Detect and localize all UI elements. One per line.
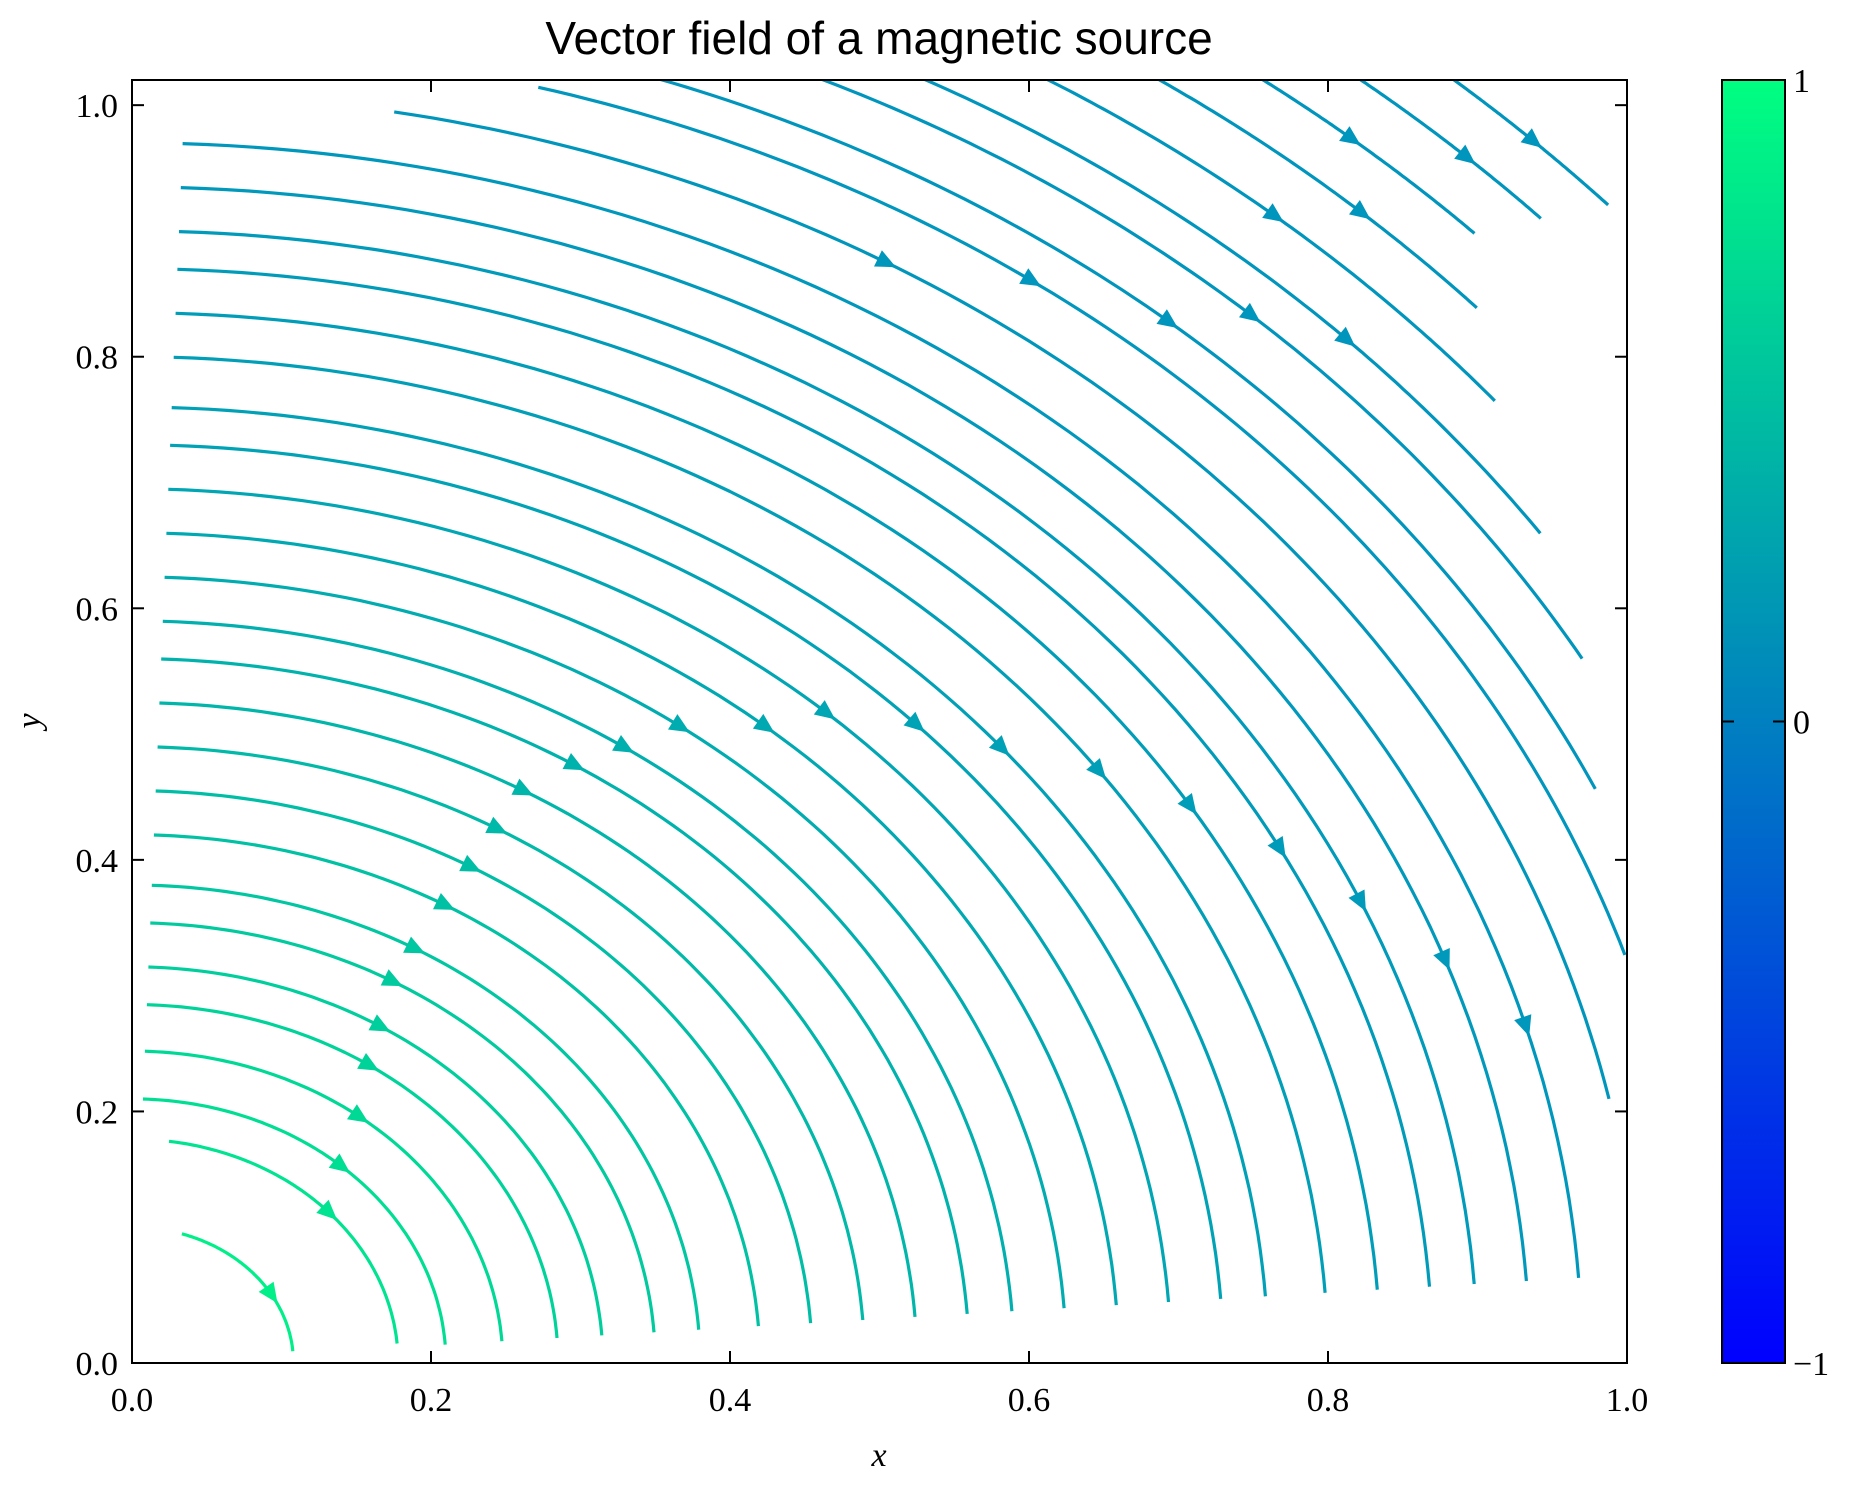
streamline-arrow [511,778,534,796]
x-tick-label: 0.6 [1008,1382,1051,1419]
y-tick-label: 1.0 [76,88,119,125]
streamline [175,311,1379,1290]
streamline [168,487,1171,1303]
y-tick-label: 0.8 [76,340,119,377]
y-axis-label: y [11,713,48,732]
streamline-arrow [1156,309,1178,329]
streamline-arrow [380,969,403,987]
streamline [656,80,1597,790]
x-tick-label: 0.8 [1307,1382,1350,1419]
streamline-arrow [562,753,585,771]
streamline-arrow [347,1104,369,1123]
streamline [146,1003,559,1339]
streamline [177,267,1432,1287]
y-tick-label: 0.4 [76,843,119,880]
streamline-arrow [433,893,455,910]
streamline [159,701,917,1318]
streamline [155,789,813,1324]
streamline [170,443,1223,1300]
streamline-arrow [668,714,690,733]
streamline [144,1049,504,1342]
streamline-arrow [1239,302,1261,323]
y-tick-label: 0.2 [76,1094,119,1131]
colorbar-tick-label: −1 [1793,1346,1829,1383]
streamline [1451,80,1610,207]
streamline [180,186,1528,1282]
streamline [181,1232,295,1352]
streamline [161,657,969,1315]
streamline [153,833,760,1327]
streamline [150,921,656,1333]
x-tick-label: 1.0 [1606,1382,1649,1419]
streamline-arrow [752,713,775,733]
streamline-arrow [1262,203,1284,223]
streamline [182,142,1581,1279]
streamline-arrow [485,816,508,834]
colorbar-tick-label: 1 [1793,63,1810,100]
streamline-arrow [357,1053,379,1071]
streamline-arrow [903,711,925,732]
streamline-arrow [1339,126,1361,145]
streamline-arrow [1348,889,1366,912]
streamline-arrow [1334,326,1356,347]
streamlines [142,80,1627,1352]
streamline-arrow [1514,1014,1532,1037]
streamline-arrow [1177,793,1197,815]
streamline-arrow [403,936,425,954]
streamline-arrow [1520,128,1542,148]
streamline [921,80,1542,535]
x-axis-label: x [870,1437,886,1474]
streamline-arrow [1086,758,1107,780]
x-axis-ticks: 0.0 0.2 0.4 0.6 0.8 1.0 [111,80,1649,1419]
streamline [537,85,1627,956]
streamline-arrow [1019,268,1041,287]
streamline-arrow [1349,200,1371,220]
streamline-arrow [874,250,896,268]
streamline [162,619,1014,1312]
streamline [173,355,1327,1293]
streamline-arrow [1267,836,1286,858]
streamline [1156,80,1478,309]
streamline-arrow [612,735,634,753]
colorbar-ticks: 1 0 −1 [1722,63,1829,1383]
y-tick-label: 0.0 [76,1346,119,1383]
y-axis-ticks: 0.0 0.2 0.4 0.6 0.8 1.0 [76,88,1627,1383]
streamline [171,406,1267,1297]
streamline [142,1097,447,1345]
streamline-arrow [459,854,482,872]
chart-title: Vector field of a magnetic source [545,12,1212,64]
x-tick-label: 0.0 [111,1382,154,1419]
streamline-arrow [1454,144,1476,165]
y-tick-label: 0.6 [76,591,119,628]
x-tick-label: 0.4 [709,1382,752,1419]
plot-background [132,80,1627,1363]
streamline [151,883,701,1330]
streamline [157,745,865,1321]
streamline-arrow [1433,948,1450,970]
streamline [148,965,604,1336]
plot-frame [131,79,1628,1364]
colorbar-tick-label: 0 [1793,705,1810,742]
streamline [178,230,1476,1285]
streamline [164,575,1066,1309]
streamline-arrow [813,700,836,720]
streamline [166,531,1118,1306]
streamline-arrow [988,735,1010,756]
streamline-arrow [328,1153,350,1173]
streamline [819,80,1584,660]
x-tick-label: 0.2 [410,1382,453,1419]
streamline [393,110,1611,1100]
streamline-arrow [368,1014,391,1032]
streamline-arrow [258,1281,278,1304]
streamline [1358,80,1542,220]
streamline-arrow [316,1199,338,1220]
